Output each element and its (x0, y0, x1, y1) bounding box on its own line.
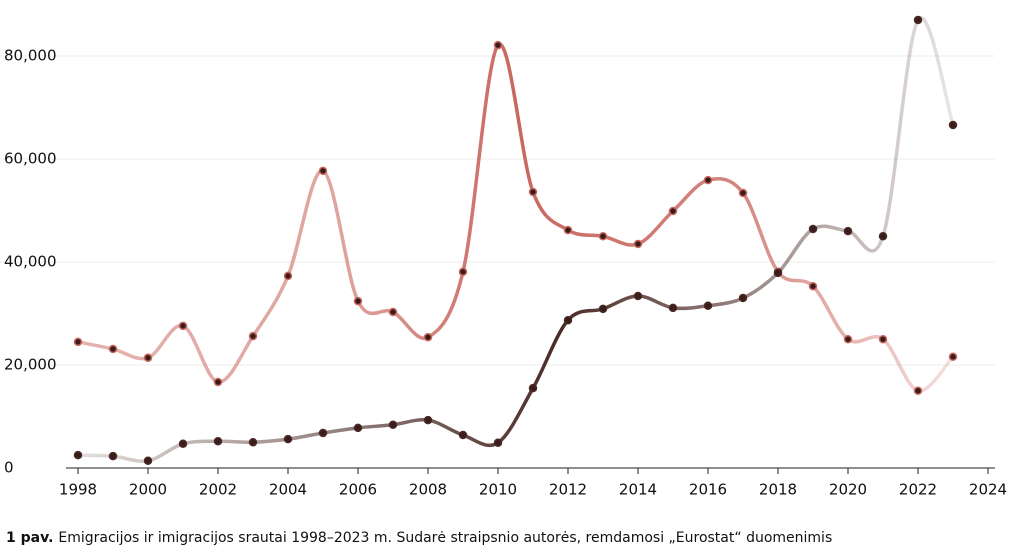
point (458, 267, 468, 277)
line (77, 42, 955, 393)
x-tick-label: 2016 (689, 481, 727, 499)
caption-text: Emigracijos ir imigracijos srautai 1998–… (58, 530, 832, 546)
y-tick-label: 60,000 (4, 150, 57, 168)
point (668, 206, 678, 216)
point (563, 225, 573, 235)
point (913, 15, 923, 25)
x-tick-label: 2020 (829, 481, 867, 499)
point (353, 296, 363, 306)
point (598, 304, 608, 314)
point (458, 430, 468, 440)
x-tick-label: 2002 (199, 481, 237, 499)
point (843, 335, 853, 344)
point (423, 332, 433, 342)
point (668, 303, 678, 313)
point (388, 420, 398, 429)
point (528, 383, 538, 393)
x-tick-label: 1998 (59, 481, 97, 499)
point (283, 271, 293, 281)
point (493, 40, 503, 50)
x-tick-label: 2008 (409, 481, 447, 499)
point (318, 428, 328, 438)
point (703, 175, 713, 185)
point (878, 335, 888, 344)
point (353, 423, 363, 433)
point (563, 315, 573, 325)
point (598, 232, 608, 241)
point (143, 456, 153, 466)
line (77, 16, 955, 463)
x-tick-label: 2024 (969, 481, 1007, 499)
point (213, 377, 223, 387)
y-tick-label: 0 (4, 459, 14, 477)
caption-label: 1 pav. (6, 530, 53, 546)
x-tick-label: 2004 (269, 481, 307, 499)
x-tick-label: 2010 (479, 481, 517, 499)
y-tick-label: 40,000 (4, 253, 57, 271)
y-tick-label: 80,000 (4, 47, 57, 65)
point (633, 239, 643, 249)
x-tick-label: 2018 (759, 481, 797, 499)
point (73, 450, 83, 460)
x-tick-label: 2000 (129, 481, 167, 499)
point (738, 293, 748, 303)
point (773, 268, 783, 278)
series (77, 42, 955, 393)
point (843, 226, 853, 236)
point (808, 281, 818, 291)
point (738, 188, 748, 198)
caption: 1 pav. Emigracijos ir imigracijos srautai… (6, 530, 832, 546)
point (528, 187, 538, 197)
point (178, 321, 188, 331)
point (913, 386, 923, 395)
point (248, 331, 258, 341)
point (108, 451, 118, 461)
x-tick-label: 2014 (619, 481, 657, 499)
x-tick-label: 2006 (339, 481, 377, 499)
point (948, 120, 958, 130)
y-tick-label: 20,000 (4, 356, 57, 374)
point (108, 344, 118, 354)
point (283, 434, 293, 444)
point (493, 438, 503, 448)
point (248, 438, 258, 447)
point (213, 436, 223, 446)
x-tick-label: 2012 (549, 481, 587, 499)
point (73, 337, 83, 347)
point (423, 415, 433, 425)
point (948, 352, 958, 362)
point (388, 307, 398, 317)
point (318, 166, 328, 176)
point (878, 232, 888, 241)
point (633, 291, 643, 301)
point (703, 301, 713, 311)
x-tick-label: 2022 (899, 481, 937, 499)
point (808, 224, 818, 234)
series (77, 16, 955, 463)
point (178, 439, 188, 449)
point (143, 353, 153, 363)
